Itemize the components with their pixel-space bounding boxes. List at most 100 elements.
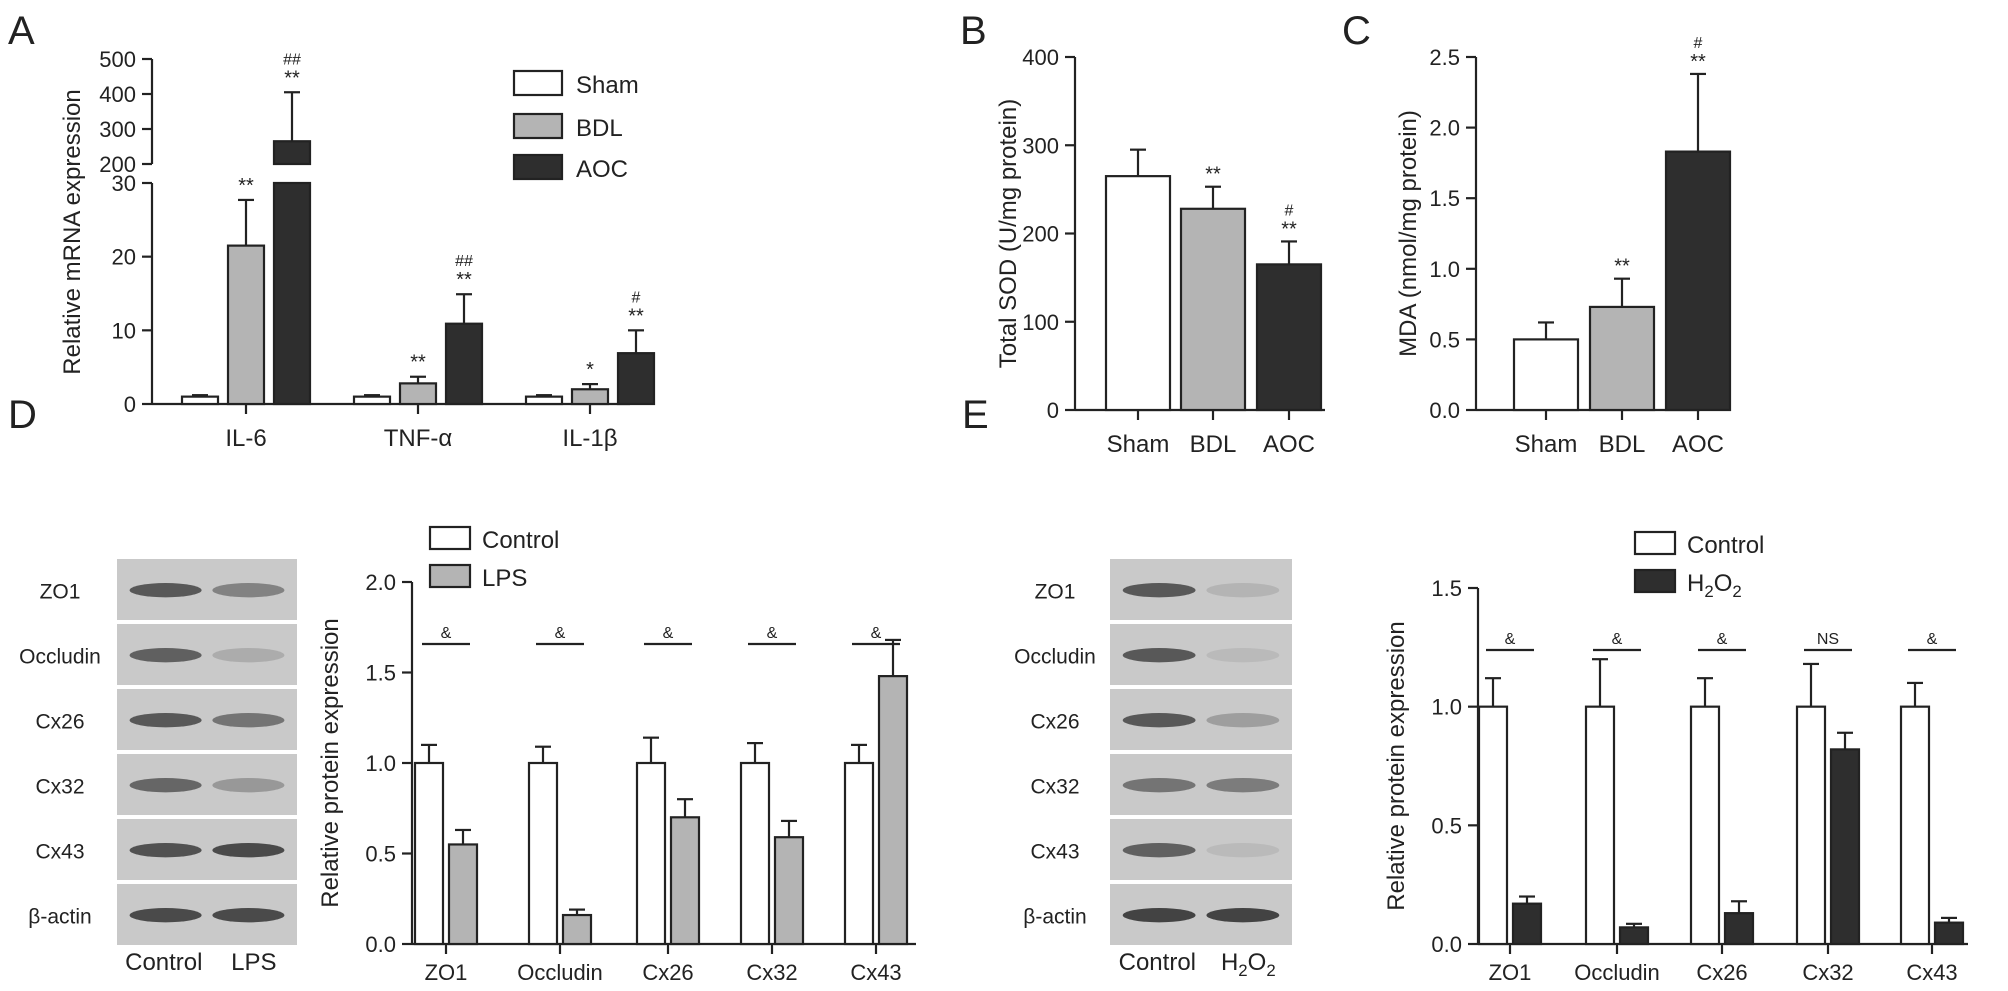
D-blot-label-5: β-actin (28, 906, 91, 929)
E-ytick-1.5-label: 1.5 (1431, 576, 1462, 601)
B-ytick-300-label: 300 (1022, 133, 1059, 158)
D-bar-Control-2 (635, 761, 667, 946)
A-mark-BDL-1: ** (410, 352, 426, 374)
D-bar-LPS-0 (447, 843, 479, 946)
C-xtick-2: AOC (1672, 431, 1724, 458)
D-band-3-1 (212, 778, 285, 793)
D-blot-label-2: Cx26 (35, 711, 84, 734)
E-band-4-0 (1122, 843, 1196, 858)
panel-letter-C: C (1342, 9, 1371, 53)
D-band-4-1 (212, 843, 285, 858)
E-bar-Control-3 (1795, 705, 1827, 946)
E-bar-H2O2-0 (1511, 902, 1543, 946)
D-bar-LPS-1 (561, 913, 593, 946)
B-mark-1: ** (1205, 164, 1221, 186)
D-bar-LPS-2 (669, 816, 701, 946)
D-blot-label-0: ZO1 (40, 581, 81, 604)
A-mark-BDL-0: ** (238, 175, 254, 197)
D-lane-label-0: Control (125, 949, 202, 976)
E-bar-Control-4 (1899, 705, 1931, 946)
B-ytick-100-label: 100 (1022, 310, 1059, 335)
C-ytick-0.5-label: 0.5 (1429, 327, 1460, 352)
E-blot-label-4: Cx43 (1030, 841, 1079, 864)
D-band-5-0 (129, 908, 202, 923)
D-sig-3: & (767, 625, 778, 642)
D-bar-Control-1 (527, 761, 559, 946)
E-band-0-1 (1206, 583, 1280, 598)
E-sig-1: & (1612, 631, 1623, 648)
A-mark-AOC-1: ** (456, 269, 472, 291)
D-sig-0: & (441, 625, 452, 642)
D-legend-label-1: LPS (482, 565, 527, 592)
D-blot-label-1: Occludin (19, 646, 101, 669)
B-bar-2 (1255, 263, 1323, 412)
D-xtick-3: Cx32 (746, 960, 797, 985)
E-blot-label-0: ZO1 (1035, 581, 1076, 604)
D-band-1-1 (212, 648, 285, 663)
E-band-2-0 (1122, 713, 1196, 728)
A-bar-AOC-0-lower (272, 181, 312, 406)
E-legend-swatch-0 (1633, 530, 1677, 556)
panel-letter-D: D (8, 393, 37, 437)
D-bar-Control-0 (413, 761, 445, 946)
C-ytick-2.0-label: 2.0 (1429, 116, 1460, 141)
E-blot-label-3: Cx32 (1030, 776, 1079, 799)
A-legend-label-2: AOC (576, 156, 628, 183)
E-xtick-3: Cx32 (1802, 960, 1853, 985)
E-band-0-0 (1122, 583, 1196, 598)
E-legend-label-0: Control (1687, 532, 1764, 559)
E-bar-H2O2-4 (1933, 921, 1965, 946)
E-sig-2: & (1717, 631, 1728, 648)
C-bar-2 (1664, 150, 1732, 412)
E-xtick-1: Occludin (1574, 960, 1660, 985)
A-ylabel: Relative mRNA expression (59, 89, 86, 374)
C-mark2-2: # (1694, 35, 1703, 52)
A-bar-BDL-0 (226, 244, 266, 406)
A-legend-swatch-1 (512, 112, 564, 140)
D-band-1-0 (129, 648, 202, 663)
C-ytick-2.5-label: 2.5 (1429, 45, 1460, 70)
E-bar-Control-1 (1584, 705, 1616, 946)
A-bar-AOC-0-upper (272, 140, 312, 166)
panel-letter-E: E (962, 393, 989, 437)
C-mark-2: ** (1690, 51, 1706, 73)
D-band-5-1 (212, 908, 285, 923)
D-ytick-0.0-label: 0.0 (365, 932, 396, 957)
B-ytick-400-label: 400 (1022, 45, 1059, 70)
A-ytick-30-label: 30 (112, 171, 136, 196)
E-bar-H2O2-2 (1723, 912, 1755, 946)
A-ytick-0-label: 0 (124, 392, 136, 417)
B-xtick-1: BDL (1190, 431, 1237, 458)
D-band-3-0 (129, 778, 202, 793)
E-sig-0: & (1505, 631, 1516, 648)
E-blot-label-2: Cx26 (1030, 711, 1079, 734)
A-mark2-AOC-0: ## (283, 51, 301, 68)
A-mark-AOC-2: ** (628, 305, 644, 327)
E-band-3-0 (1122, 778, 1196, 793)
D-sig-2: & (663, 625, 674, 642)
A-xtick-0: IL-6 (225, 425, 266, 452)
E-lane-label-0: Control (1119, 949, 1196, 976)
C-mark-1: ** (1614, 256, 1630, 278)
A-mark-AOC-0: ** (284, 67, 300, 89)
E-band-5-1 (1206, 908, 1280, 923)
E-ylabel: Relative protein expression (1383, 621, 1410, 911)
A-legend-label-0: Sham (576, 72, 639, 99)
E-bar-Control-2 (1689, 705, 1721, 946)
D-ytick-1.0-label: 1.0 (365, 751, 396, 776)
D-legend-label-0: Control (482, 527, 559, 554)
E-bar-H2O2-1 (1618, 926, 1650, 946)
D-sig-1: & (555, 625, 566, 642)
E-band-5-0 (1122, 908, 1196, 923)
D-legend-swatch-0 (428, 525, 472, 551)
A-legend-swatch-0 (512, 69, 564, 97)
D-band-0-1 (212, 583, 285, 598)
E-xtick-2: Cx26 (1696, 960, 1747, 985)
D-band-4-0 (129, 843, 202, 858)
B-ytick-0-label: 0 (1047, 398, 1059, 423)
D-bar-LPS-3 (773, 836, 805, 946)
A-xtick-2: IL-1β (562, 425, 617, 452)
D-legend-swatch-1 (428, 563, 472, 589)
E-band-2-1 (1206, 713, 1280, 728)
